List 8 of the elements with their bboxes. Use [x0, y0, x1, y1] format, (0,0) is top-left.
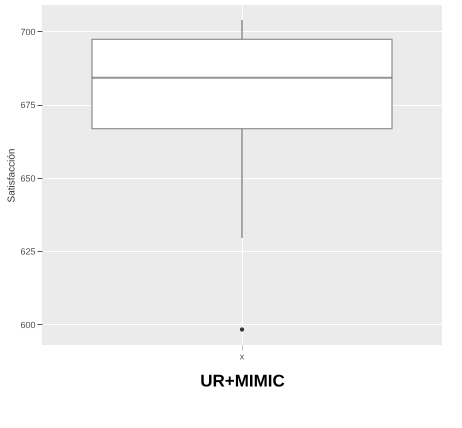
x-tick-label: x — [240, 352, 245, 362]
y-axis-title: Satisfacción — [6, 148, 18, 202]
y-tick-label: 625 — [20, 246, 36, 257]
y-tick-label: 600 — [20, 320, 36, 330]
y-tick-label: 650 — [20, 173, 36, 184]
y-tick-label: 700 — [20, 26, 36, 37]
x-axis-title: UR+MIMIC — [200, 372, 285, 390]
y-tick-label: 675 — [20, 100, 36, 110]
